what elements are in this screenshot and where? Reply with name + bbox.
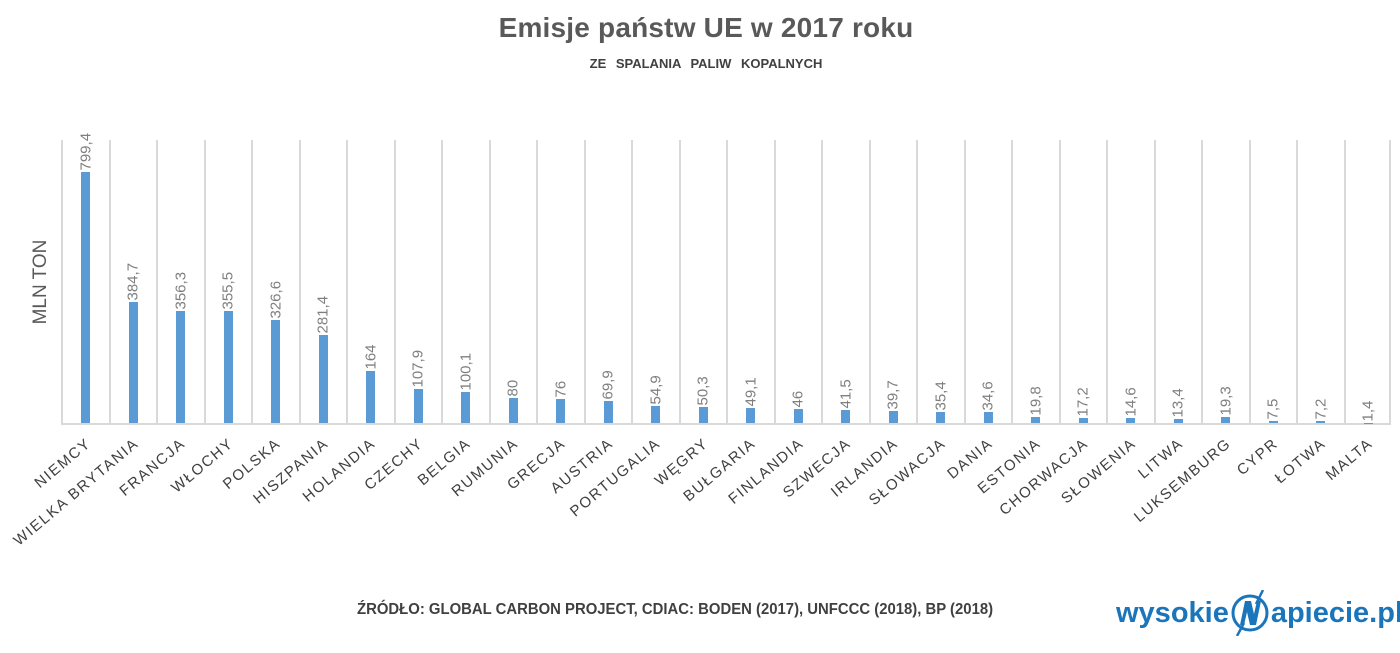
data-label: 356,3	[172, 271, 190, 310]
category-column: 76	[536, 140, 584, 423]
plot-area: 799,4 384,7 356,3 355,5 326,6 281,4 164 107,9 10…	[61, 133, 1391, 425]
bar	[508, 397, 518, 423]
category-column: 46	[773, 140, 822, 423]
data-label: 46	[789, 390, 807, 408]
bar	[271, 320, 281, 423]
category-column: 384,7	[108, 140, 157, 423]
data-label: 19,3	[1217, 386, 1235, 416]
category-column: 39,7	[868, 140, 917, 423]
bar	[1221, 416, 1231, 423]
bar	[176, 310, 186, 423]
bar	[1173, 418, 1183, 423]
data-label: 107,9	[409, 350, 427, 388]
bar	[841, 409, 851, 423]
bar	[128, 302, 138, 423]
category-column: 799,4	[61, 133, 109, 423]
category-column: 80	[488, 140, 537, 423]
category-column: 35,4	[916, 140, 964, 423]
bar	[1078, 417, 1088, 423]
data-label: 799,4	[77, 132, 95, 171]
bar	[746, 407, 756, 423]
lightning-n-circle-icon	[1230, 590, 1270, 636]
category-column: 41,5	[821, 140, 869, 423]
data-label: 13,4	[1169, 388, 1187, 418]
bar	[461, 391, 471, 423]
logo: wysokie apiecie.pl	[1116, 588, 1400, 638]
bar	[318, 334, 328, 423]
bar	[1126, 418, 1136, 423]
y-axis-label: MLN TON	[30, 239, 51, 325]
category-column: 19,3	[1201, 140, 1249, 423]
category-column: 50,3	[678, 140, 727, 423]
data-label: 355,5	[219, 272, 237, 310]
data-label: 41,5	[837, 379, 855, 409]
chart-title: Emisje państw UE w 2017 roku	[498, 12, 914, 43]
bar	[223, 311, 233, 423]
category-column: 356,3	[156, 140, 204, 423]
category-column: 7,2	[1296, 140, 1344, 423]
data-label: 50,3	[694, 376, 712, 406]
chart-subtitle: ZE SPALANIA PALIW KOPALNYCH	[589, 56, 823, 71]
bar	[1316, 420, 1326, 423]
data-label: 49,1	[742, 376, 760, 407]
category-column: 355,5	[203, 140, 252, 423]
bar	[81, 171, 91, 423]
bar	[556, 399, 566, 423]
category-column: 54,9	[631, 140, 679, 423]
data-label: 100,1	[457, 352, 475, 391]
x-tick-label: MALTA	[1323, 434, 1377, 484]
category-column: 14,6	[1106, 140, 1154, 423]
category-column: 19,8	[1011, 140, 1059, 423]
category-column: 164	[346, 140, 394, 423]
data-label: 69,9	[599, 370, 617, 400]
data-label: 14,6	[1122, 387, 1140, 417]
bar	[413, 389, 423, 423]
data-label: 54,9	[647, 375, 665, 405]
category-column: 69,9	[583, 140, 632, 423]
data-label: 17,2	[1074, 386, 1092, 417]
data-label: 281,4	[314, 295, 332, 333]
x-tick-label: ŁOTWA	[1271, 434, 1330, 488]
bar	[888, 410, 898, 423]
category-column: 281,4	[298, 140, 347, 423]
data-label: 76	[552, 380, 570, 398]
bar	[983, 412, 993, 423]
data-label: 80	[504, 379, 522, 397]
category-column: 13,4	[1153, 140, 1202, 423]
data-label: 35,4	[932, 381, 950, 411]
bar	[698, 407, 708, 423]
category-column: 34,6	[963, 140, 1012, 423]
category-column: 17,2	[1058, 140, 1107, 423]
data-label: 7,2	[1312, 398, 1330, 420]
logo-text-right: apiecie.pl	[1270, 596, 1400, 629]
logo-text-left: wysokie	[1116, 596, 1229, 629]
data-label: 34,6	[979, 381, 997, 411]
category-column: 107,9	[393, 140, 442, 423]
category-column: 7,5	[1248, 140, 1297, 423]
category-column: 326,6	[251, 140, 299, 423]
bar	[651, 405, 661, 423]
data-label: 1,4	[1359, 400, 1377, 422]
bar	[1268, 420, 1278, 423]
bar	[603, 401, 613, 423]
bar	[366, 371, 376, 423]
bar	[936, 411, 946, 423]
data-label: 19,8	[1027, 386, 1045, 416]
data-label: 164	[362, 344, 380, 370]
data-label: 7,5	[1264, 398, 1282, 420]
data-label: 39,7	[884, 379, 902, 410]
source-note: ŹRÓDŁO: GLOBAL CARBON PROJECT, CDIAC: BO…	[357, 601, 994, 618]
category-column: 100,1	[441, 140, 489, 423]
category-column: 49,1	[726, 140, 774, 423]
bar	[1031, 416, 1041, 423]
category-column: 1,4	[1343, 140, 1391, 423]
data-label: 384,7	[124, 262, 142, 301]
data-label: 326,6	[267, 281, 285, 319]
bar	[793, 408, 803, 423]
